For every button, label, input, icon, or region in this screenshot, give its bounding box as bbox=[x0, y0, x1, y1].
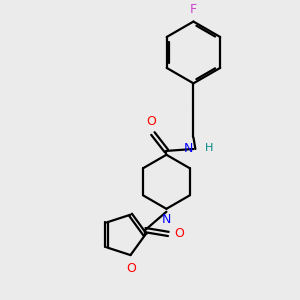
Text: H: H bbox=[205, 143, 213, 153]
Text: F: F bbox=[190, 3, 197, 16]
Text: N: N bbox=[184, 142, 194, 155]
Text: O: O bbox=[127, 262, 136, 275]
Text: N: N bbox=[162, 213, 171, 226]
Text: O: O bbox=[146, 115, 156, 128]
Text: O: O bbox=[174, 227, 184, 240]
